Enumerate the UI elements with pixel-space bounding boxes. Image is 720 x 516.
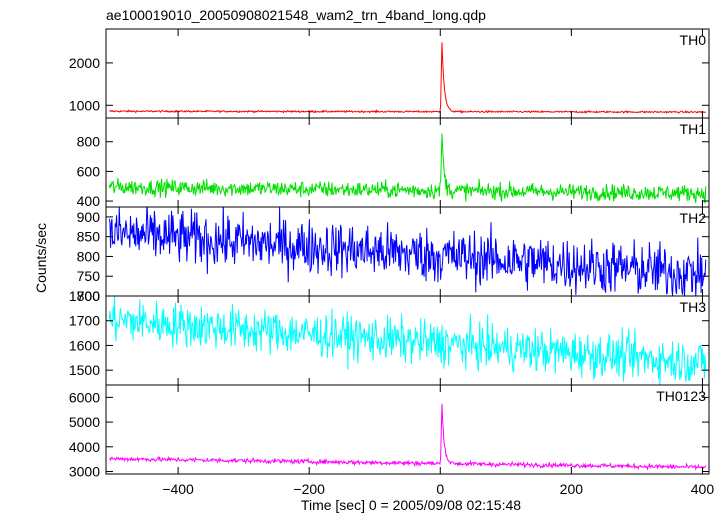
y-tick-label-th0123: 4000 [69, 439, 100, 455]
y-axis-title: Counts/sec [33, 223, 49, 293]
panel-label-th0123: TH0123 [656, 388, 706, 404]
y-tick-label-th0123: 3000 [69, 464, 100, 480]
y-tick-label-th1: 800 [77, 134, 101, 150]
y-tick-label-th2: 800 [77, 248, 101, 264]
panel-frame-th0123 [105, 384, 710, 475]
x-tick-label: −200 [293, 481, 325, 497]
series-line-th1 [108, 133, 707, 204]
panel-frame-th0 [105, 28, 710, 119]
x-tick-label: 200 [560, 481, 584, 497]
y-tick-label-th3: 1600 [69, 337, 100, 353]
series-line-th3 [108, 296, 707, 385]
y-tick-label-th2: 900 [77, 209, 101, 225]
y-tick-label-th0123: 5000 [69, 414, 100, 430]
series-line-th0 [109, 42, 706, 114]
panel-label-th2: TH2 [680, 210, 707, 226]
x-axis-title: Time [sec] 0 = 2005/09/08 02:15:48 [301, 497, 521, 513]
panel-label-th0: TH0 [680, 32, 707, 48]
y-tick-label-th2: 700 [77, 288, 101, 304]
panel-label-th3: TH3 [680, 299, 707, 315]
series-line-th0123 [108, 403, 707, 471]
x-tick-label: 400 [691, 481, 715, 497]
y-tick-label-th2: 850 [77, 229, 101, 245]
chart-title: ae100019010_20050908021548_wam2_trn_4ban… [106, 7, 486, 23]
panel-label-th1: TH1 [680, 121, 707, 137]
series-line-th2 [108, 207, 707, 296]
x-tick-label: 0 [436, 481, 444, 497]
x-tick-label: −400 [162, 481, 194, 497]
y-tick-label-th0: 2000 [69, 55, 100, 71]
y-tick-label-th3: 1800 [69, 288, 100, 304]
y-tick-label-th1: 400 [77, 193, 101, 209]
y-tick-label-th0: 1000 [69, 97, 100, 113]
y-tick-label-th3: 1500 [69, 362, 100, 378]
y-tick-label-th1: 600 [77, 163, 101, 179]
y-tick-label-th0123: 6000 [69, 389, 100, 405]
y-tick-label-th2: 750 [77, 268, 101, 284]
panels-group: TH010002000TH1400600800TH270075080085090… [69, 28, 715, 497]
y-tick-label-th3: 1700 [69, 313, 100, 329]
